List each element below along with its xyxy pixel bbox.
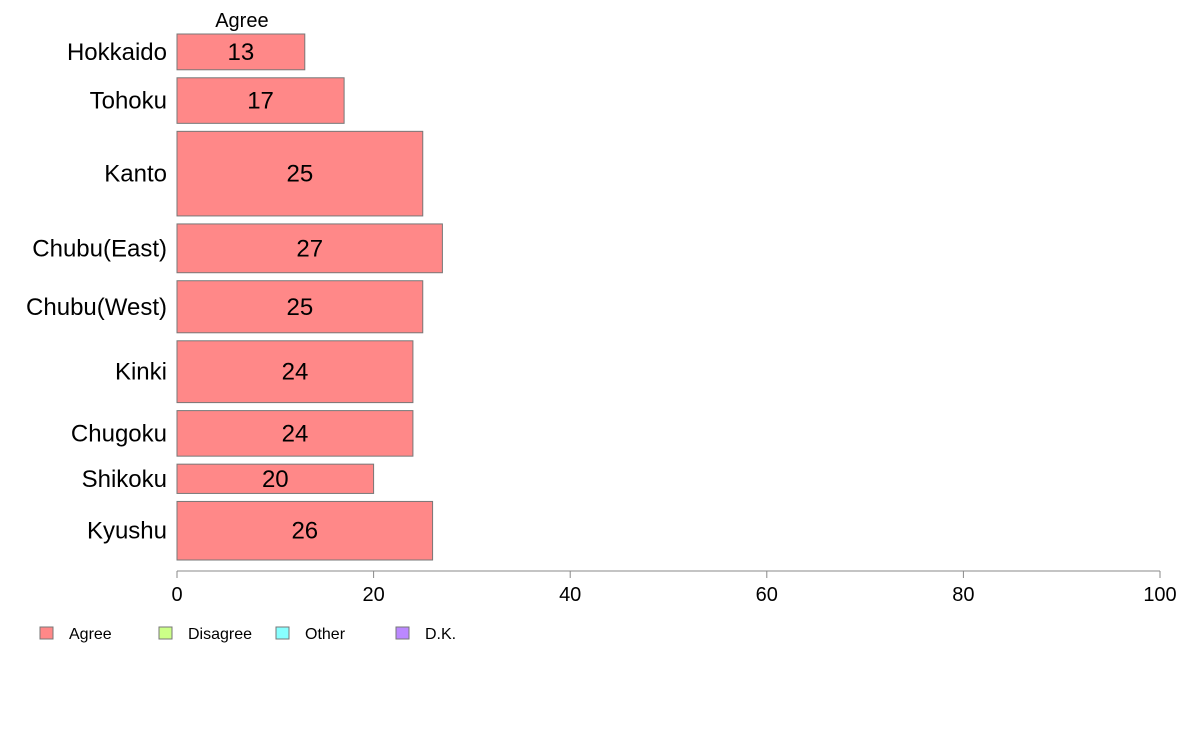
x-tick-label: 100: [1143, 584, 1176, 606]
data-label: 13: [228, 39, 255, 66]
category-label: Tohoku: [90, 88, 167, 115]
data-label: 25: [287, 161, 314, 188]
category-label: Chubu(West): [26, 294, 167, 321]
bar-shikoku-agree: [176, 463, 375, 494]
labels-layer: Agree 13 Hokkaido 17 Tohoku 25 Kanto 27 Chubu(Ea…: [26, 10, 323, 545]
bar-chugoku-agree: [176, 410, 414, 457]
data-label: 27: [296, 235, 323, 262]
data-label: 26: [291, 518, 318, 545]
bar-kanto-agree: [176, 130, 424, 217]
category-label: Kanto: [104, 161, 167, 188]
legend-label: Other: [305, 626, 346, 643]
bar-chubu-east--agree: [176, 223, 443, 274]
bar-kinki-agree: [176, 340, 414, 404]
legend-swatch-agree: [39, 626, 54, 640]
series-heading: Agree: [215, 10, 268, 32]
legend-swatch-d-k-: [395, 626, 410, 640]
category-label: Kyushu: [87, 518, 167, 545]
data-label: 25: [287, 294, 314, 321]
bar-chubu-west--agree: [176, 280, 424, 334]
legend-label: Disagree: [188, 626, 252, 643]
category-label: Kinki: [115, 359, 167, 386]
category-label: Chugoku: [71, 420, 167, 447]
bars-layer: [176, 33, 443, 561]
bar-tohoku-agree: [176, 77, 345, 124]
legend-swatch-other: [275, 626, 290, 640]
x-tick-label: 60: [756, 584, 778, 606]
data-label: 17: [247, 88, 274, 115]
x-tick-label: 40: [559, 584, 581, 606]
category-label: Hokkaido: [67, 39, 167, 66]
data-label: 24: [282, 420, 309, 447]
bar-kyushu-agree: [176, 500, 434, 561]
category-label: Chubu(East): [32, 235, 167, 262]
x-axis: 0 20 40 60 80 100: [171, 570, 1177, 606]
x-tick-label: 0: [171, 584, 182, 606]
x-tick-label: 80: [952, 584, 974, 606]
category-label: Shikoku: [82, 466, 167, 493]
legend-label: D.K.: [425, 626, 456, 643]
x-tick-label: 20: [362, 584, 384, 606]
data-label: 20: [262, 466, 289, 493]
legend-label: Agree: [69, 626, 112, 643]
bar-hokkaido-agree: [176, 33, 306, 71]
legend-swatch-disagree: [158, 626, 173, 640]
legend: Agree Disagree Other D.K.: [39, 626, 456, 643]
data-label: 24: [282, 359, 309, 386]
